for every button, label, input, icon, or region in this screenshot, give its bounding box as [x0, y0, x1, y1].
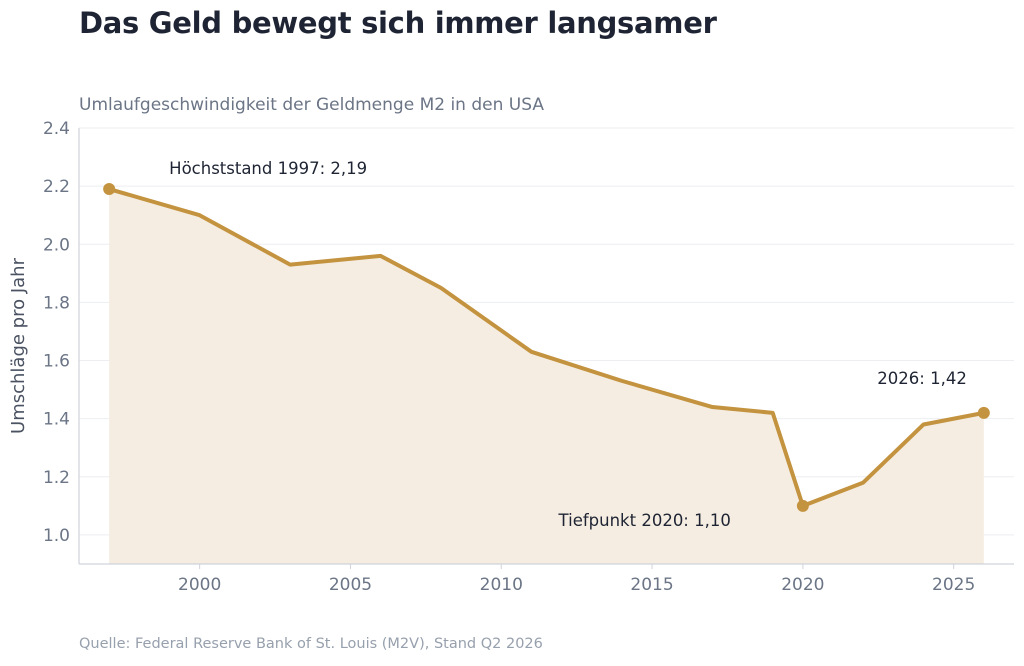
annotation-label: Tiefpunkt 2020: 1,10: [558, 511, 731, 530]
x-tick-label: 2025: [932, 575, 975, 595]
source-note: Quelle: Federal Reserve Bank of St. Loui…: [79, 636, 543, 652]
y-tick-label: 2.4: [43, 119, 70, 139]
x-tick-label: 2020: [781, 575, 824, 595]
annotations: Höchststand 1997: 2,19 Tiefpunkt 2020: 1,…: [169, 159, 967, 530]
chart-subtitle: Umlaufgeschwindigkeit der Geldmenge M2 i…: [79, 95, 544, 115]
y-axis-title: Umschläge pro Jahr: [8, 257, 29, 434]
y-tick-label: 1.2: [43, 468, 70, 488]
markers: [103, 183, 990, 512]
highlight-marker: [796, 499, 809, 512]
x-tick-label: 2000: [178, 575, 221, 595]
x-tick-label: 2015: [630, 575, 673, 595]
annotation-label: 2026: 1,42: [877, 369, 967, 388]
series-line: [107, 187, 986, 508]
y-tick-label: 1.4: [43, 410, 70, 430]
x-tick-label: 2005: [329, 575, 372, 595]
y-tick-label: 1.0: [43, 526, 70, 546]
annotation-label: Höchststand 1997: 2,19: [169, 159, 367, 178]
chart-title: Das Geld bewegt sich immer langsamer: [79, 6, 717, 40]
y-tick-label: 1.6: [43, 352, 70, 372]
y-tick-label: 1.8: [43, 293, 70, 313]
tick-labels: 1.0 1.2 1.4 1.6 1.8 2.0 2.2 2.4 2000 2005 2010 2015…: [43, 119, 975, 595]
x-tick-label: 2010: [480, 575, 523, 595]
highlight-marker: [977, 406, 990, 419]
y-tick-label: 2.2: [43, 177, 70, 197]
highlight-marker: [103, 183, 116, 196]
y-tick-label: 2.0: [43, 235, 70, 255]
area-fill: [109, 189, 984, 565]
